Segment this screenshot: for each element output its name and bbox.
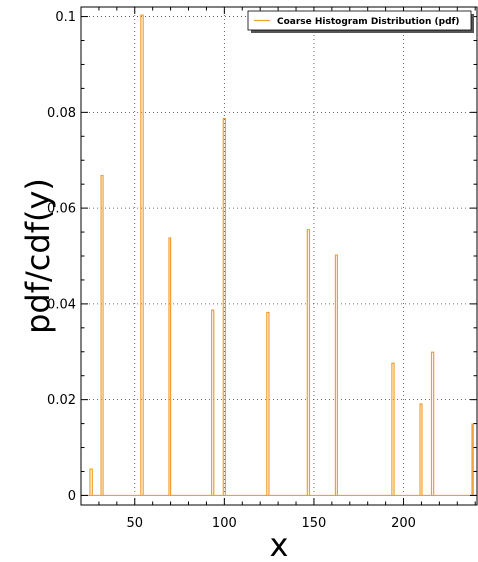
histogram-bar — [168, 237, 172, 496]
x-tick-labels: 50 100 150 200 — [126, 516, 415, 531]
histogram-bar — [266, 311, 270, 496]
x-axis-label: x — [270, 526, 289, 562]
histogram-bar — [306, 229, 311, 496]
y-tick-label: 0.02 — [47, 393, 76, 408]
histogram-bar — [211, 309, 215, 496]
x-tick-label: 100 — [212, 516, 237, 531]
histogram-bar — [471, 423, 474, 496]
y-tick-label: 0.06 — [47, 202, 76, 217]
y-axis-label: pdf/cdf(y) — [19, 178, 57, 334]
histogram-bar — [89, 468, 93, 496]
x-tick-label: 200 — [391, 516, 416, 531]
histogram-bar — [222, 117, 227, 496]
legend-entry-label: Coarse Histogram Distribution (pdf) — [277, 17, 460, 27]
histogram-bar — [419, 403, 423, 496]
series-steps — [81, 14, 477, 497]
histogram-bar — [391, 362, 395, 496]
histogram-bar — [334, 254, 339, 496]
y-tick-label: 0.08 — [47, 106, 76, 121]
x-tick-label: 150 — [302, 516, 327, 531]
histogram-bar — [140, 14, 144, 496]
y-tick-label: 0 — [68, 489, 76, 504]
legend: Coarse Histogram Distribution (pdf) — [247, 10, 474, 33]
x-tick-label: 50 — [126, 516, 143, 531]
axis-ticks — [80, 7, 477, 505]
y-tick-label: 0.04 — [47, 297, 76, 312]
legend-box — [247, 10, 472, 31]
y-tick-labels: 0 0.02 0.04 0.06 0.08 0.1 — [47, 10, 76, 504]
y-tick-label: 0.1 — [55, 10, 76, 25]
histogram-bar — [430, 351, 435, 496]
histogram-bar — [100, 174, 104, 496]
